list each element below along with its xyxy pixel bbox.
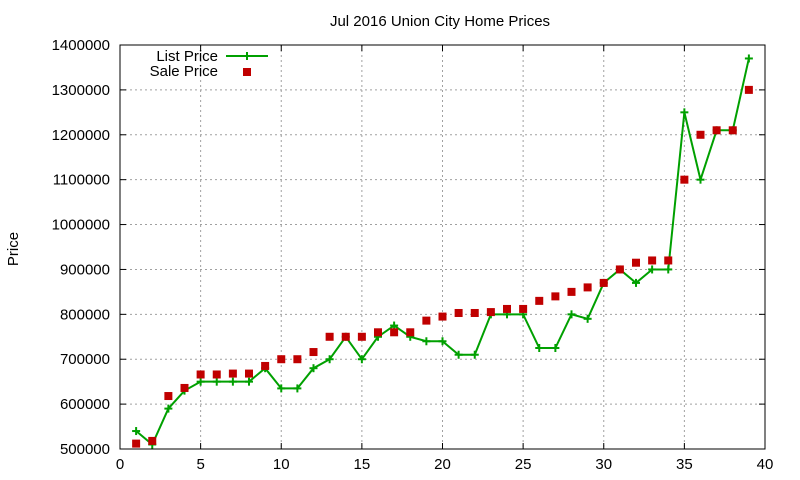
sale-price-point	[164, 392, 173, 401]
list-price-point	[390, 321, 399, 330]
y-tick-label: 1400000	[52, 37, 110, 54]
legend-label-list-price: List Price	[156, 48, 218, 65]
sale-price-point	[503, 304, 511, 313]
sale-price-point	[648, 256, 657, 265]
list-price-point	[245, 377, 253, 386]
list-price-point	[744, 54, 753, 63]
sale-price-point	[680, 175, 689, 184]
sale-price-point	[309, 348, 318, 357]
x-tick-label: 30	[595, 456, 612, 473]
sale-price-point	[293, 355, 302, 364]
sale-price-point	[374, 328, 382, 337]
sale-price-point	[422, 316, 431, 325]
sale-price-point	[148, 436, 157, 445]
list-price-point	[438, 337, 447, 346]
sale-price-point	[438, 312, 447, 321]
sale-price-point	[728, 126, 737, 135]
y-tick-label: 1200000	[52, 127, 110, 144]
sale-price-point	[712, 126, 721, 135]
legend-swatch-sale-price-marker	[243, 68, 251, 76]
x-tick-label: 40	[757, 456, 774, 473]
sale-price-point	[454, 308, 463, 317]
sale-price-point	[744, 85, 753, 94]
list-price-point	[454, 350, 463, 359]
list-price-point	[293, 384, 302, 393]
sale-price-point	[470, 308, 479, 317]
list-price-point	[325, 355, 334, 364]
x-tick-label: 10	[273, 456, 290, 473]
y-tick-label: 500000	[60, 441, 110, 458]
list-price-point	[535, 344, 544, 352]
list-price-point	[470, 350, 479, 359]
chart-title: Jul 2016 Union City Home Prices	[330, 13, 550, 30]
y-axis-title: Price	[5, 232, 22, 266]
x-tick-labels: 0 5 10 15 20 25 30 35 40	[116, 456, 774, 473]
y-tick-labels: 500000 600000 700000 800000 900000 1000000 110…	[52, 37, 110, 458]
list-price-point	[567, 310, 576, 319]
y-tick-label: 800000	[60, 306, 110, 323]
list-price-point	[551, 344, 560, 352]
plot-area-border	[119, 44, 766, 450]
list-price-point	[132, 427, 141, 436]
sale-price-point	[567, 287, 576, 296]
sale-price-point	[132, 439, 141, 448]
y-tick-label: 1100000	[53, 172, 110, 189]
data-series	[132, 54, 753, 449]
list-price-point	[228, 377, 237, 386]
y-tick-label: 600000	[60, 396, 110, 413]
y-tick-label: 1300000	[52, 82, 110, 99]
list-price-point	[664, 265, 673, 274]
list-price-point	[422, 337, 431, 346]
x-tick-label: 15	[354, 456, 371, 473]
sale-price-point	[341, 332, 350, 341]
series-sale-price	[132, 85, 753, 448]
sale-price-point	[583, 283, 592, 292]
legend: List Price Sale Price	[150, 48, 268, 80]
sale-price-point	[664, 256, 673, 265]
sale-price-point	[632, 258, 640, 267]
sale-price-point	[551, 292, 560, 301]
sale-price-point	[486, 308, 495, 317]
list-price-point	[309, 364, 318, 373]
sale-price-point	[357, 332, 366, 341]
sale-price-point	[599, 278, 608, 287]
list-price-point	[648, 265, 657, 274]
sale-price-point	[325, 332, 334, 341]
sale-price-point	[390, 328, 399, 337]
sale-price-point	[406, 328, 415, 337]
x-tick-label: 5	[196, 456, 204, 473]
list-price-point	[632, 278, 640, 287]
sale-price-point	[615, 265, 624, 274]
sale-price-point	[261, 361, 270, 370]
y-tick-label: 700000	[60, 351, 110, 368]
sale-price-point	[245, 369, 253, 378]
list-price-point	[583, 314, 592, 323]
list-price-point	[164, 404, 173, 413]
list-price-point	[680, 108, 689, 117]
y-tick-label: 1000000	[52, 217, 110, 234]
sale-price-point	[535, 296, 544, 305]
x-tick-label: 0	[116, 456, 124, 473]
sale-price-point	[196, 370, 205, 379]
sale-price-point	[277, 355, 286, 364]
list-price-point	[696, 175, 705, 184]
sale-price-point	[519, 304, 528, 313]
x-tick-label: 25	[515, 456, 532, 473]
legend-plus-marker	[243, 52, 251, 60]
list-price-point	[212, 377, 221, 386]
grid-lines	[120, 45, 765, 449]
sale-price-point	[696, 130, 705, 139]
list-price-point	[277, 384, 286, 393]
sale-price-point	[180, 383, 189, 392]
list-price-point	[357, 355, 366, 364]
x-tick-label: 35	[676, 456, 693, 473]
y-tick-label: 900000	[60, 261, 110, 278]
sale-price-point	[212, 370, 221, 379]
sale-price-point	[228, 369, 237, 378]
list-price-point	[196, 377, 205, 386]
legend-swatch-list-price-marker	[243, 52, 251, 60]
x-tick-label: 20	[434, 456, 451, 473]
legend-label-sale-price: Sale Price	[150, 63, 218, 80]
